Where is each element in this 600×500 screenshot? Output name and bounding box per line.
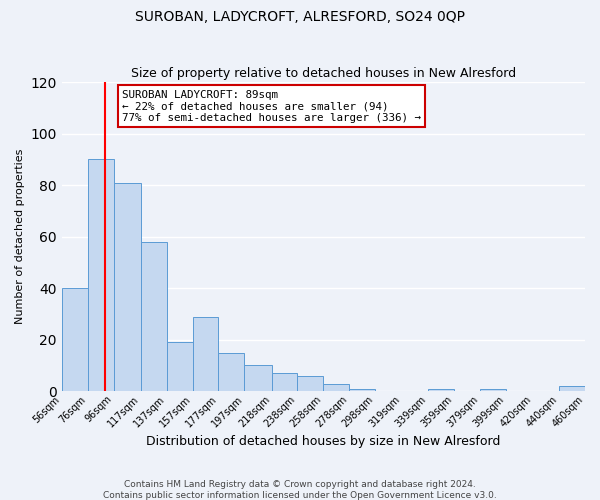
Bar [298, 376, 323, 392]
Y-axis label: Number of detached properties: Number of detached properties [15, 149, 25, 324]
Bar [193, 316, 218, 392]
Bar [62, 288, 88, 392]
Text: SUROBAN, LADYCROFT, ALRESFORD, SO24 0QP: SUROBAN, LADYCROFT, ALRESFORD, SO24 0QP [135, 10, 465, 24]
Bar [141, 242, 167, 392]
Bar [88, 160, 113, 392]
Bar [272, 373, 298, 392]
X-axis label: Distribution of detached houses by size in New Alresford: Distribution of detached houses by size … [146, 434, 500, 448]
Title: Size of property relative to detached houses in New Alresford: Size of property relative to detached ho… [131, 66, 516, 80]
Text: SUROBAN LADYCROFT: 89sqm
← 22% of detached houses are smaller (94)
77% of semi-d: SUROBAN LADYCROFT: 89sqm ← 22% of detach… [122, 90, 421, 123]
Bar [113, 182, 141, 392]
Bar [480, 388, 506, 392]
Bar [167, 342, 193, 392]
Bar [349, 388, 375, 392]
Text: Contains HM Land Registry data © Crown copyright and database right 2024.
Contai: Contains HM Land Registry data © Crown c… [103, 480, 497, 500]
Bar [559, 386, 585, 392]
Bar [218, 352, 244, 392]
Bar [323, 384, 349, 392]
Bar [428, 388, 454, 392]
Bar [244, 366, 272, 392]
